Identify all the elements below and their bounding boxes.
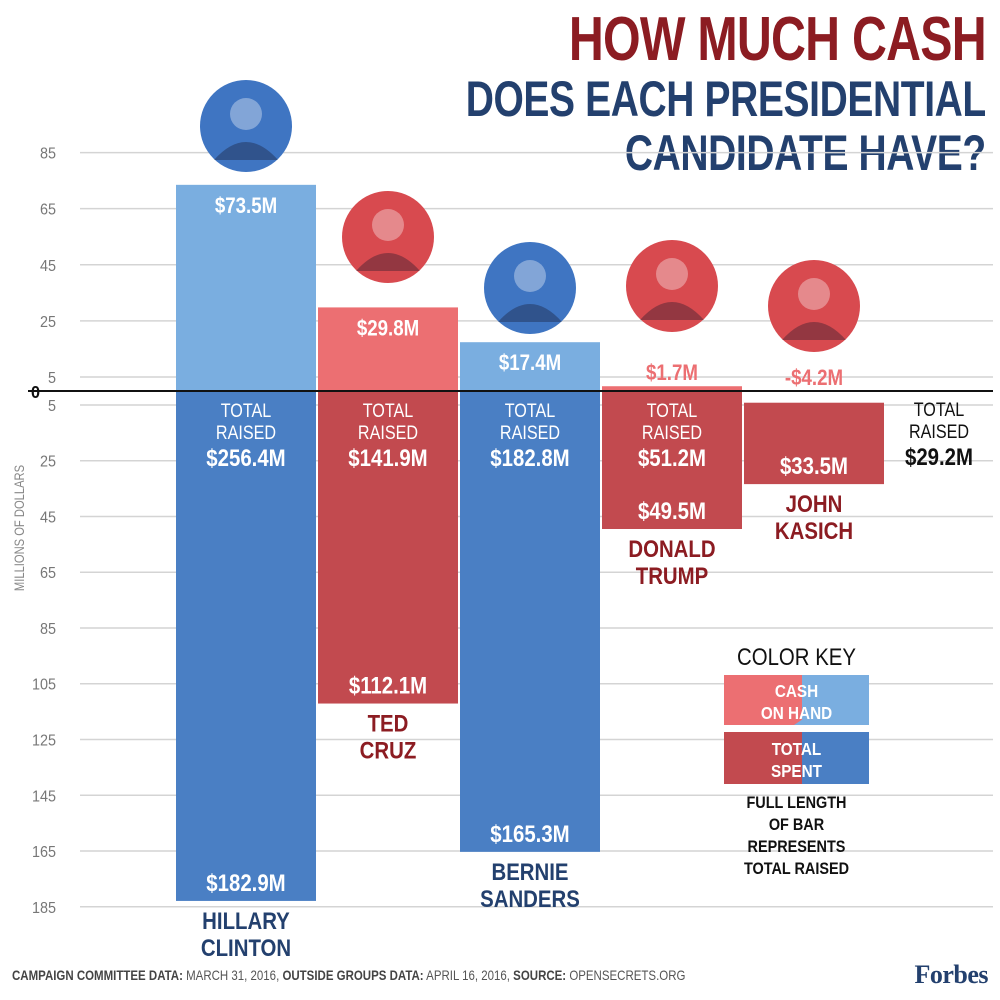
total-raised-value-donald-trump: $51.2M: [638, 444, 706, 471]
portrait-head-john-kasich: [798, 278, 830, 310]
total-raised-caption-1-hillary-clinton: TOTAL: [221, 400, 272, 422]
footer-label-1: CAMPAIGN COMMITTEE DATA:: [12, 967, 183, 983]
footer-value-2: APRIL 16, 2016,: [426, 967, 510, 983]
y-tick-zero: 0: [31, 382, 40, 402]
portrait-shoulders-donald-trump: [640, 302, 704, 320]
total-raised-value-ted-cruz: $141.9M: [348, 444, 427, 471]
legend-spent-swatch-dem: [802, 732, 869, 784]
y-tick-up-4: 5: [48, 369, 56, 387]
y-tick-down-6: 125: [32, 732, 56, 750]
y-tick-up-0: 85: [40, 145, 56, 163]
candidate-name-2-donald-trump: TRUMP: [636, 562, 709, 589]
spent-label-donald-trump: $49.5M: [638, 497, 706, 524]
campaign-cash-chart: 85 65 45 25 5 5 25 45 65 85 105 125 145 165 185 MILLION…: [12, 80, 993, 960]
footer-value-3: OPENSECRETS.ORG: [569, 967, 686, 983]
y-tick-up-1: 65: [40, 201, 56, 219]
cash-bar-ted-cruz: [318, 307, 458, 391]
candidate-portrait-john-kasich: [768, 260, 860, 352]
footer-label-2: OUTSIDE GROUPS DATA:: [282, 967, 424, 983]
legend-cash-label-2: ON HAND: [761, 703, 832, 723]
legend-cash-swatch-dem-fill: [802, 675, 869, 725]
cash-bar-bernie-sanders: [460, 342, 600, 391]
candidate-portrait-hillary-clinton: [200, 80, 292, 172]
total-raised-caption-1-ted-cruz: TOTAL: [363, 400, 414, 422]
candidate-name-1-bernie-sanders: BERNIE: [491, 858, 568, 885]
candidate-portrait-ted-cruz: [342, 191, 434, 283]
candidate-name-2-hillary-clinton: CLINTON: [201, 934, 291, 960]
y-tick-down-1: 25: [40, 453, 56, 471]
y-axis-label: MILLIONS OF DOLLARS: [12, 465, 27, 591]
total-raised-caption-1-john-kasich: TOTAL: [914, 399, 965, 421]
spent-bar-hillary-clinton: [176, 391, 316, 901]
candidate-portrait-donald-trump: [626, 240, 718, 332]
y-tick-up-3: 25: [40, 313, 56, 331]
spent-label-hillary-clinton: $182.9M: [206, 869, 285, 896]
total-raised-value-hillary-clinton: $256.4M: [206, 444, 285, 471]
candidate-name-2-ted-cruz: CRUZ: [360, 737, 417, 764]
cash-label-john-kasich: -$4.2M: [785, 367, 843, 391]
candidate-name-2-bernie-sanders: SANDERS: [480, 885, 580, 912]
footer-label-3: SOURCE:: [513, 967, 567, 983]
candidate-name-2-john-kasich: KASICH: [775, 518, 853, 545]
spent-label-ted-cruz: $112.1M: [349, 672, 427, 699]
y-tick-down-4: 85: [40, 620, 56, 638]
spent-bar-bernie-sanders: [460, 391, 600, 852]
portrait-head-hillary-clinton: [230, 98, 262, 130]
portrait-head-ted-cruz: [372, 209, 404, 241]
footer-value-1: MARCH 31, 2016,: [186, 967, 280, 983]
source-footer: CAMPAIGN COMMITTEE DATA: MARCH 31, 2016,…: [12, 967, 685, 983]
total-raised-caption-2-bernie-sanders: RAISED: [500, 422, 560, 444]
portrait-shoulders-john-kasich: [782, 322, 846, 340]
legend-note-2: OF BAR: [769, 816, 825, 834]
title-line-2: DOES EACH PRESIDENTIAL: [465, 71, 987, 127]
legend-note-1: FULL LENGTH: [746, 794, 846, 812]
title-line-1: HOW MUCH CASH: [568, 5, 987, 74]
cash-label-hillary-clinton: $73.5M: [215, 195, 277, 219]
legend-cash-label-1: CASH: [775, 681, 818, 701]
cash-label-bernie-sanders: $17.4M: [499, 352, 561, 376]
spent-label-john-kasich: $33.5M: [780, 453, 848, 480]
y-tick-up-2: 45: [40, 257, 56, 275]
total-raised-value-john-kasich: $29.2M: [905, 443, 973, 470]
cash-label-ted-cruz: $29.8M: [357, 317, 419, 341]
spent-bar-donald-trump: [602, 391, 742, 530]
total-raised-caption-2-ted-cruz: RAISED: [358, 422, 418, 444]
spent-bar-ted-cruz: [318, 391, 458, 704]
portrait-shoulders-ted-cruz: [356, 253, 420, 271]
cash-bar-hillary-clinton: [176, 184, 316, 391]
total-raised-caption-2-john-kasich: RAISED: [909, 421, 969, 443]
candidate-name-1-donald-trump: DONALD: [628, 535, 715, 562]
y-tick-down-2: 45: [40, 509, 56, 527]
spent-bar-john-kasich: [744, 402, 884, 485]
candidate-name-1-hillary-clinton: HILLARY: [202, 907, 290, 934]
candidate-portrait-bernie-sanders: [484, 242, 576, 334]
y-tick-down-3: 65: [40, 565, 56, 583]
total-raised-value-bernie-sanders: $182.8M: [490, 444, 569, 471]
candidate-name-1-john-kasich: JOHN: [786, 491, 843, 518]
y-tick-down-5: 105: [32, 676, 56, 694]
cash-label-donald-trump: $1.7M: [646, 362, 698, 386]
legend-title: COLOR KEY: [737, 643, 856, 670]
legend-note-4: TOTAL RAISED: [744, 860, 849, 878]
legend-spent-label-2: SPENT: [771, 761, 823, 781]
y-tick-down-9: 185: [32, 899, 56, 917]
total-raised-caption-2-hillary-clinton: RAISED: [216, 422, 276, 444]
portrait-head-donald-trump: [656, 258, 688, 290]
portrait-head-bernie-sanders: [514, 260, 546, 292]
y-tick-down-0: 5: [48, 397, 56, 415]
total-raised-caption-1-bernie-sanders: TOTAL: [505, 400, 556, 422]
y-tick-down-7: 145: [32, 788, 56, 806]
candidate-name-1-ted-cruz: TED: [368, 710, 409, 737]
cash-bar-donald-trump: [602, 386, 742, 391]
y-tick-down-8: 165: [32, 843, 56, 861]
legend-spent-label-1: TOTAL: [772, 739, 822, 759]
spent-label-bernie-sanders: $165.3M: [490, 820, 569, 847]
total-raised-caption-1-donald-trump: TOTAL: [647, 400, 698, 422]
forbes-logo: Forbes: [914, 960, 988, 989]
total-raised-caption-2-donald-trump: RAISED: [642, 422, 702, 444]
portrait-shoulders-hillary-clinton: [214, 142, 278, 160]
portrait-shoulders-bernie-sanders: [498, 304, 562, 322]
legend-note-3: REPRESENTS: [748, 838, 846, 856]
